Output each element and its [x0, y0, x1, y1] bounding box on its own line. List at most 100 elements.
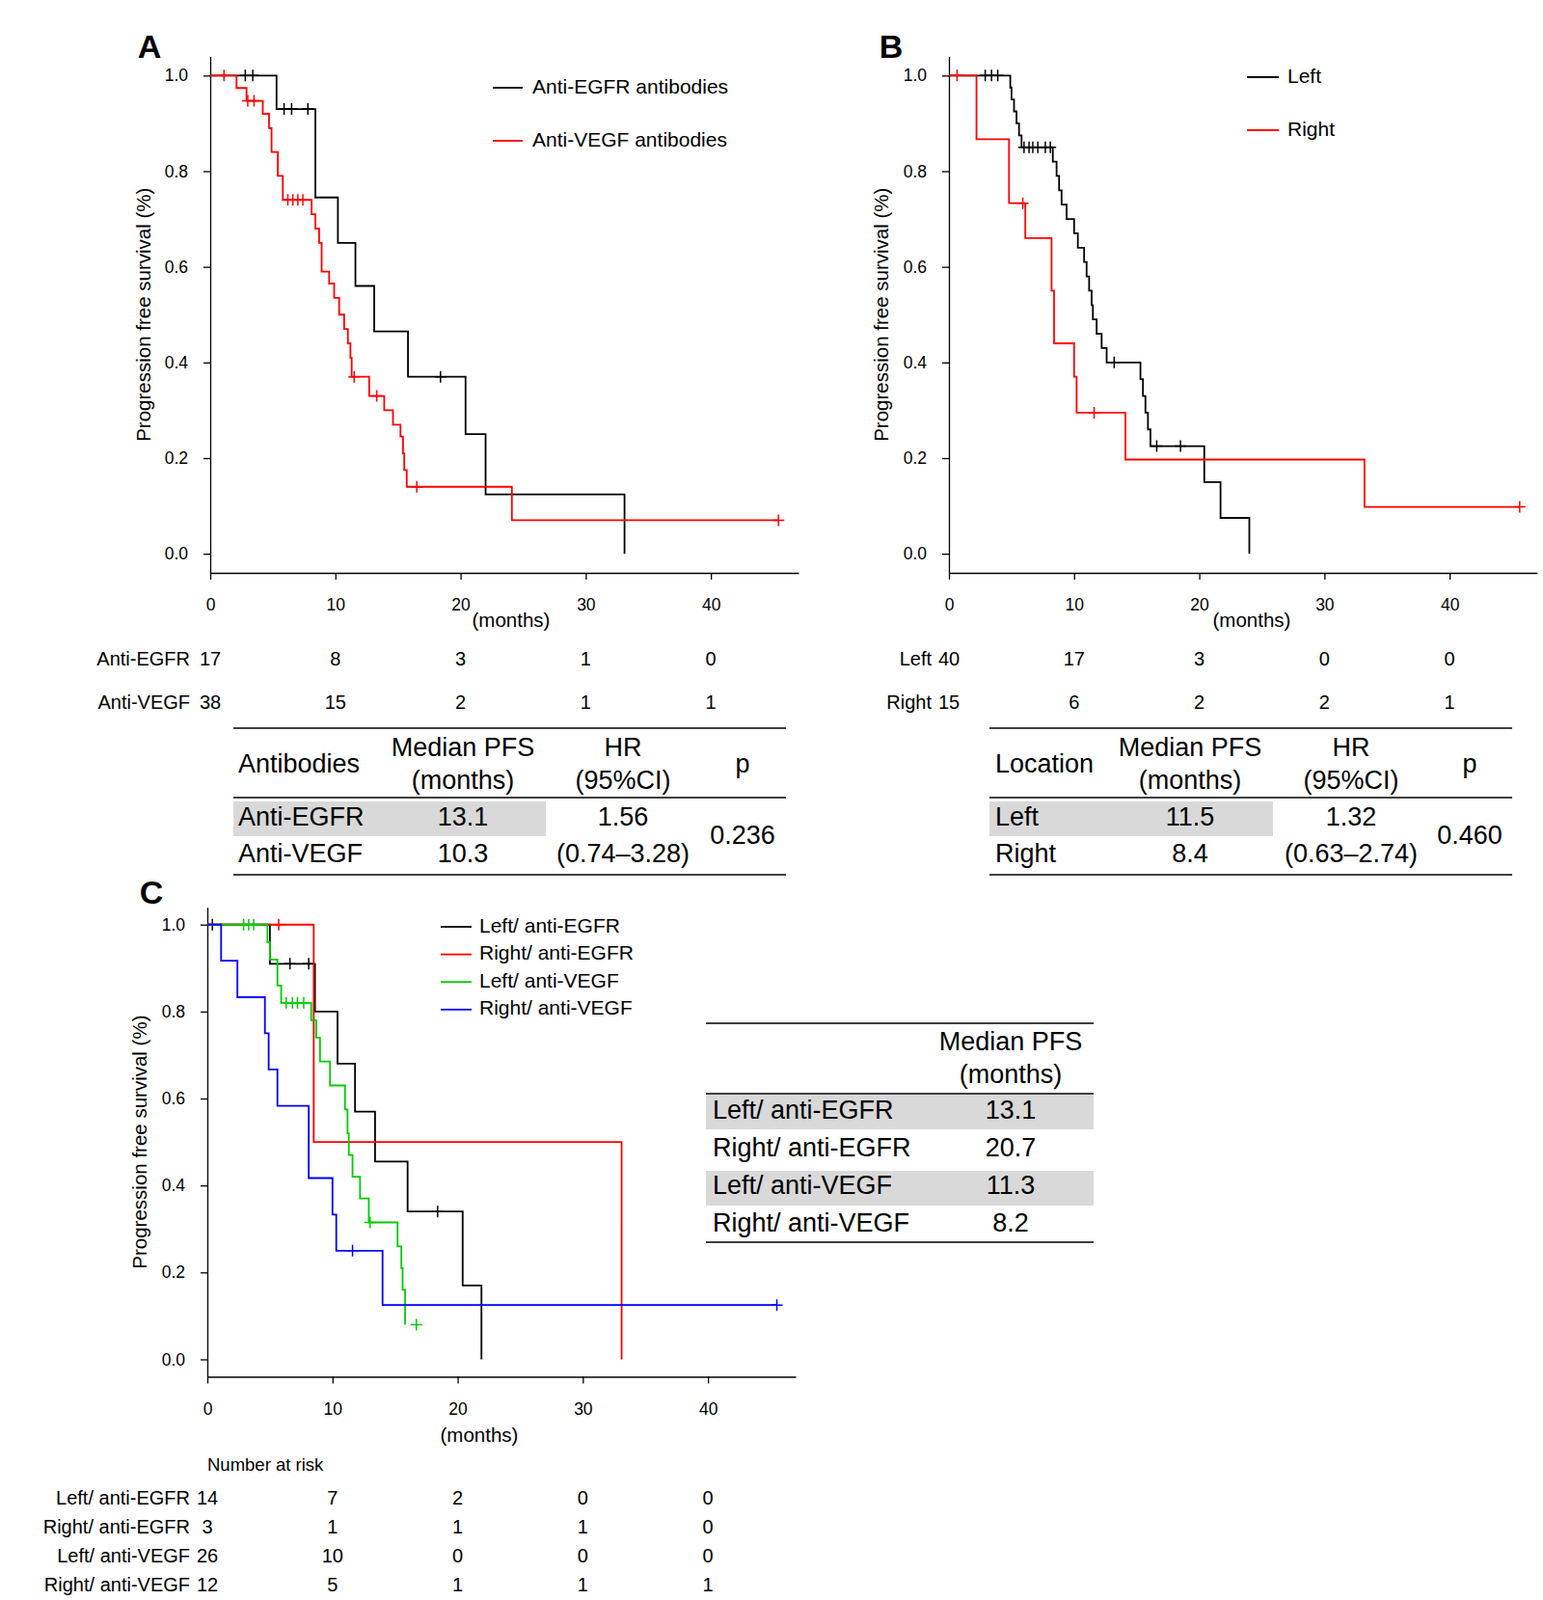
legend-item: Anti-EGFR antibodies [492, 75, 729, 98]
censor-mark [285, 103, 298, 115]
y-tick: 0.8 [164, 162, 211, 182]
x-tick-label: 10 [324, 1399, 344, 1419]
risk-table: Number at riskLeft/ anti-EGFR147200Right… [43, 1454, 714, 1596]
table-cell: 8.2 [992, 1208, 1029, 1238]
x-tick-mark [585, 572, 587, 580]
table-rule [705, 1022, 1094, 1025]
y-tick-label: 0.2 [162, 1262, 186, 1282]
risk-label: Left/ anti-VEGF [56, 1544, 190, 1567]
y-tick-mark [203, 458, 211, 460]
x-tick: 10 [324, 1377, 344, 1419]
risk-count: 3 [201, 1515, 213, 1538]
y-tick-label: 1.0 [903, 65, 928, 85]
censor-mark [247, 95, 260, 108]
y-tick: 0.0 [903, 543, 949, 564]
row-shade [705, 1170, 1094, 1206]
panel-letter: C [139, 873, 164, 911]
table-cell: Anti-EGFR [238, 802, 365, 832]
y-tick: 0.8 [162, 1001, 208, 1022]
risk-count: 12 [196, 1573, 218, 1596]
table-header: (95%CI) [574, 765, 671, 795]
risk-count: 0 [577, 1487, 589, 1509]
risk-count: 1 [577, 1573, 589, 1596]
y-axis-title: Progression free survival (%) [132, 188, 155, 442]
table-rule [705, 1092, 1094, 1095]
y-tick: 1.0 [164, 65, 211, 85]
risk-count: 1 [326, 1515, 338, 1538]
table-header: (months) [1138, 765, 1243, 795]
table-header: HR [1332, 732, 1371, 762]
x-axis: 010203040 [203, 1377, 797, 1419]
x-tick-label: 0 [203, 1399, 214, 1419]
risk-count: 17 [1063, 648, 1085, 670]
y-tick-mark [942, 267, 949, 269]
table-cell: 1.32 [1326, 802, 1378, 832]
row-shade [233, 801, 546, 837]
censor-mark [1017, 197, 1029, 210]
table-header: Antibodies [238, 749, 360, 779]
x-tick-mark [335, 572, 337, 580]
plot-area [948, 69, 1526, 554]
y-tick-label: 0.6 [164, 257, 189, 277]
legend-item: Left/ anti-VEGF [440, 969, 620, 992]
censor-mark [1088, 406, 1101, 419]
legend-label: Right/ anti-EGFR [479, 941, 634, 964]
table-cell: 0.460 [1436, 820, 1503, 850]
panel: 0102030400.00.20.40.60.81.0(months)Progr… [869, 27, 1538, 713]
y-tick: 0.6 [162, 1088, 208, 1109]
plot-area [210, 69, 785, 554]
table-cell: Left/ anti-VEGF [712, 1170, 893, 1200]
x-tick-label: 0 [945, 595, 955, 615]
risk-count: 17 [199, 648, 221, 670]
y-tick: 1.0 [162, 915, 208, 935]
survival-curve [948, 75, 1520, 507]
risk-count: 8 [329, 648, 341, 670]
legend-item: Left [1246, 64, 1322, 87]
survival-curve [207, 924, 778, 1305]
x-tick-label: 40 [1440, 595, 1461, 615]
censor-mark [410, 481, 423, 493]
censor-mark [434, 371, 447, 383]
censor-mark [1174, 440, 1187, 453]
risk-count: 1 [703, 1573, 714, 1596]
x-tick: 10 [1065, 572, 1085, 615]
risk-count: 0 [703, 1515, 714, 1538]
risk-count: 0 [1444, 648, 1456, 670]
censor-mark [302, 957, 315, 970]
risk-count: 6 [1068, 691, 1080, 713]
y-tick-mark [942, 458, 949, 460]
censor-mark [364, 1216, 377, 1228]
censor-mark [347, 1245, 359, 1257]
x-tick-label: 20 [1190, 595, 1210, 615]
x-tick-label: 10 [1065, 595, 1085, 615]
y-tick-label: 0.8 [164, 162, 189, 182]
table-rule [989, 727, 1513, 730]
censor-mark [272, 919, 285, 931]
risk-count: 7 [326, 1487, 338, 1509]
legend-swatch [440, 953, 472, 956]
risk-count: 0 [705, 648, 717, 670]
x-tick: 20 [451, 572, 471, 615]
x-tick-label: 0 [206, 595, 217, 615]
censor-mark [950, 69, 963, 82]
risk-caption: Number at risk [207, 1454, 325, 1475]
censor-mark [297, 997, 310, 1009]
x-tick-label: 30 [576, 595, 596, 615]
table-header: p [734, 749, 750, 779]
risk-count: 38 [199, 691, 221, 713]
legend-swatch [1246, 76, 1279, 79]
y-tick-mark [203, 75, 211, 77]
table-cell: 11.5 [1165, 802, 1216, 832]
risk-count: 0 [703, 1487, 714, 1509]
legend-label: Left [1287, 64, 1322, 87]
table-cell: 0.236 [709, 820, 776, 850]
panel-letter: A [137, 27, 163, 65]
legend-swatch [440, 925, 472, 928]
y-tick-mark [200, 1358, 208, 1360]
y-axis: 0.00.20.40.60.81.0 [903, 56, 950, 574]
x-tick-label: 10 [326, 595, 347, 615]
x-tick-mark [948, 572, 950, 580]
x-tick-mark [1198, 572, 1200, 580]
y-tick-label: 0.8 [903, 162, 927, 182]
table-cell: 1.56 [597, 802, 650, 832]
